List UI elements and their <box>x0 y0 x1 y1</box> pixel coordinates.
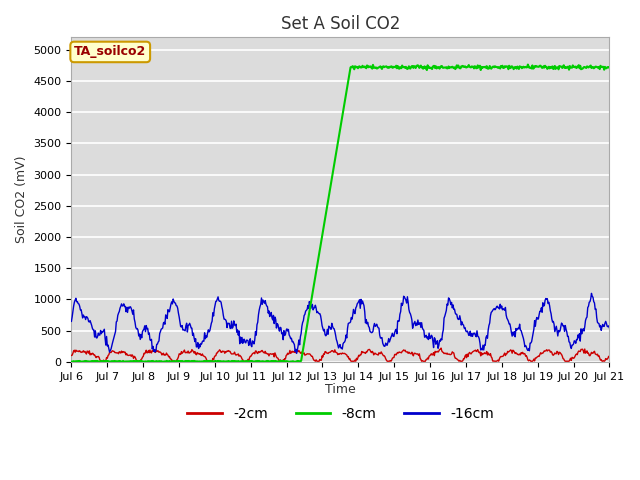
Title: Set A Soil CO2: Set A Soil CO2 <box>281 15 400 33</box>
X-axis label: Time: Time <box>325 383 356 396</box>
Y-axis label: Soil CO2 (mV): Soil CO2 (mV) <box>15 156 28 243</box>
Legend: -2cm, -8cm, -16cm: -2cm, -8cm, -16cm <box>182 401 499 426</box>
Text: TA_soilco2: TA_soilco2 <box>74 46 147 59</box>
